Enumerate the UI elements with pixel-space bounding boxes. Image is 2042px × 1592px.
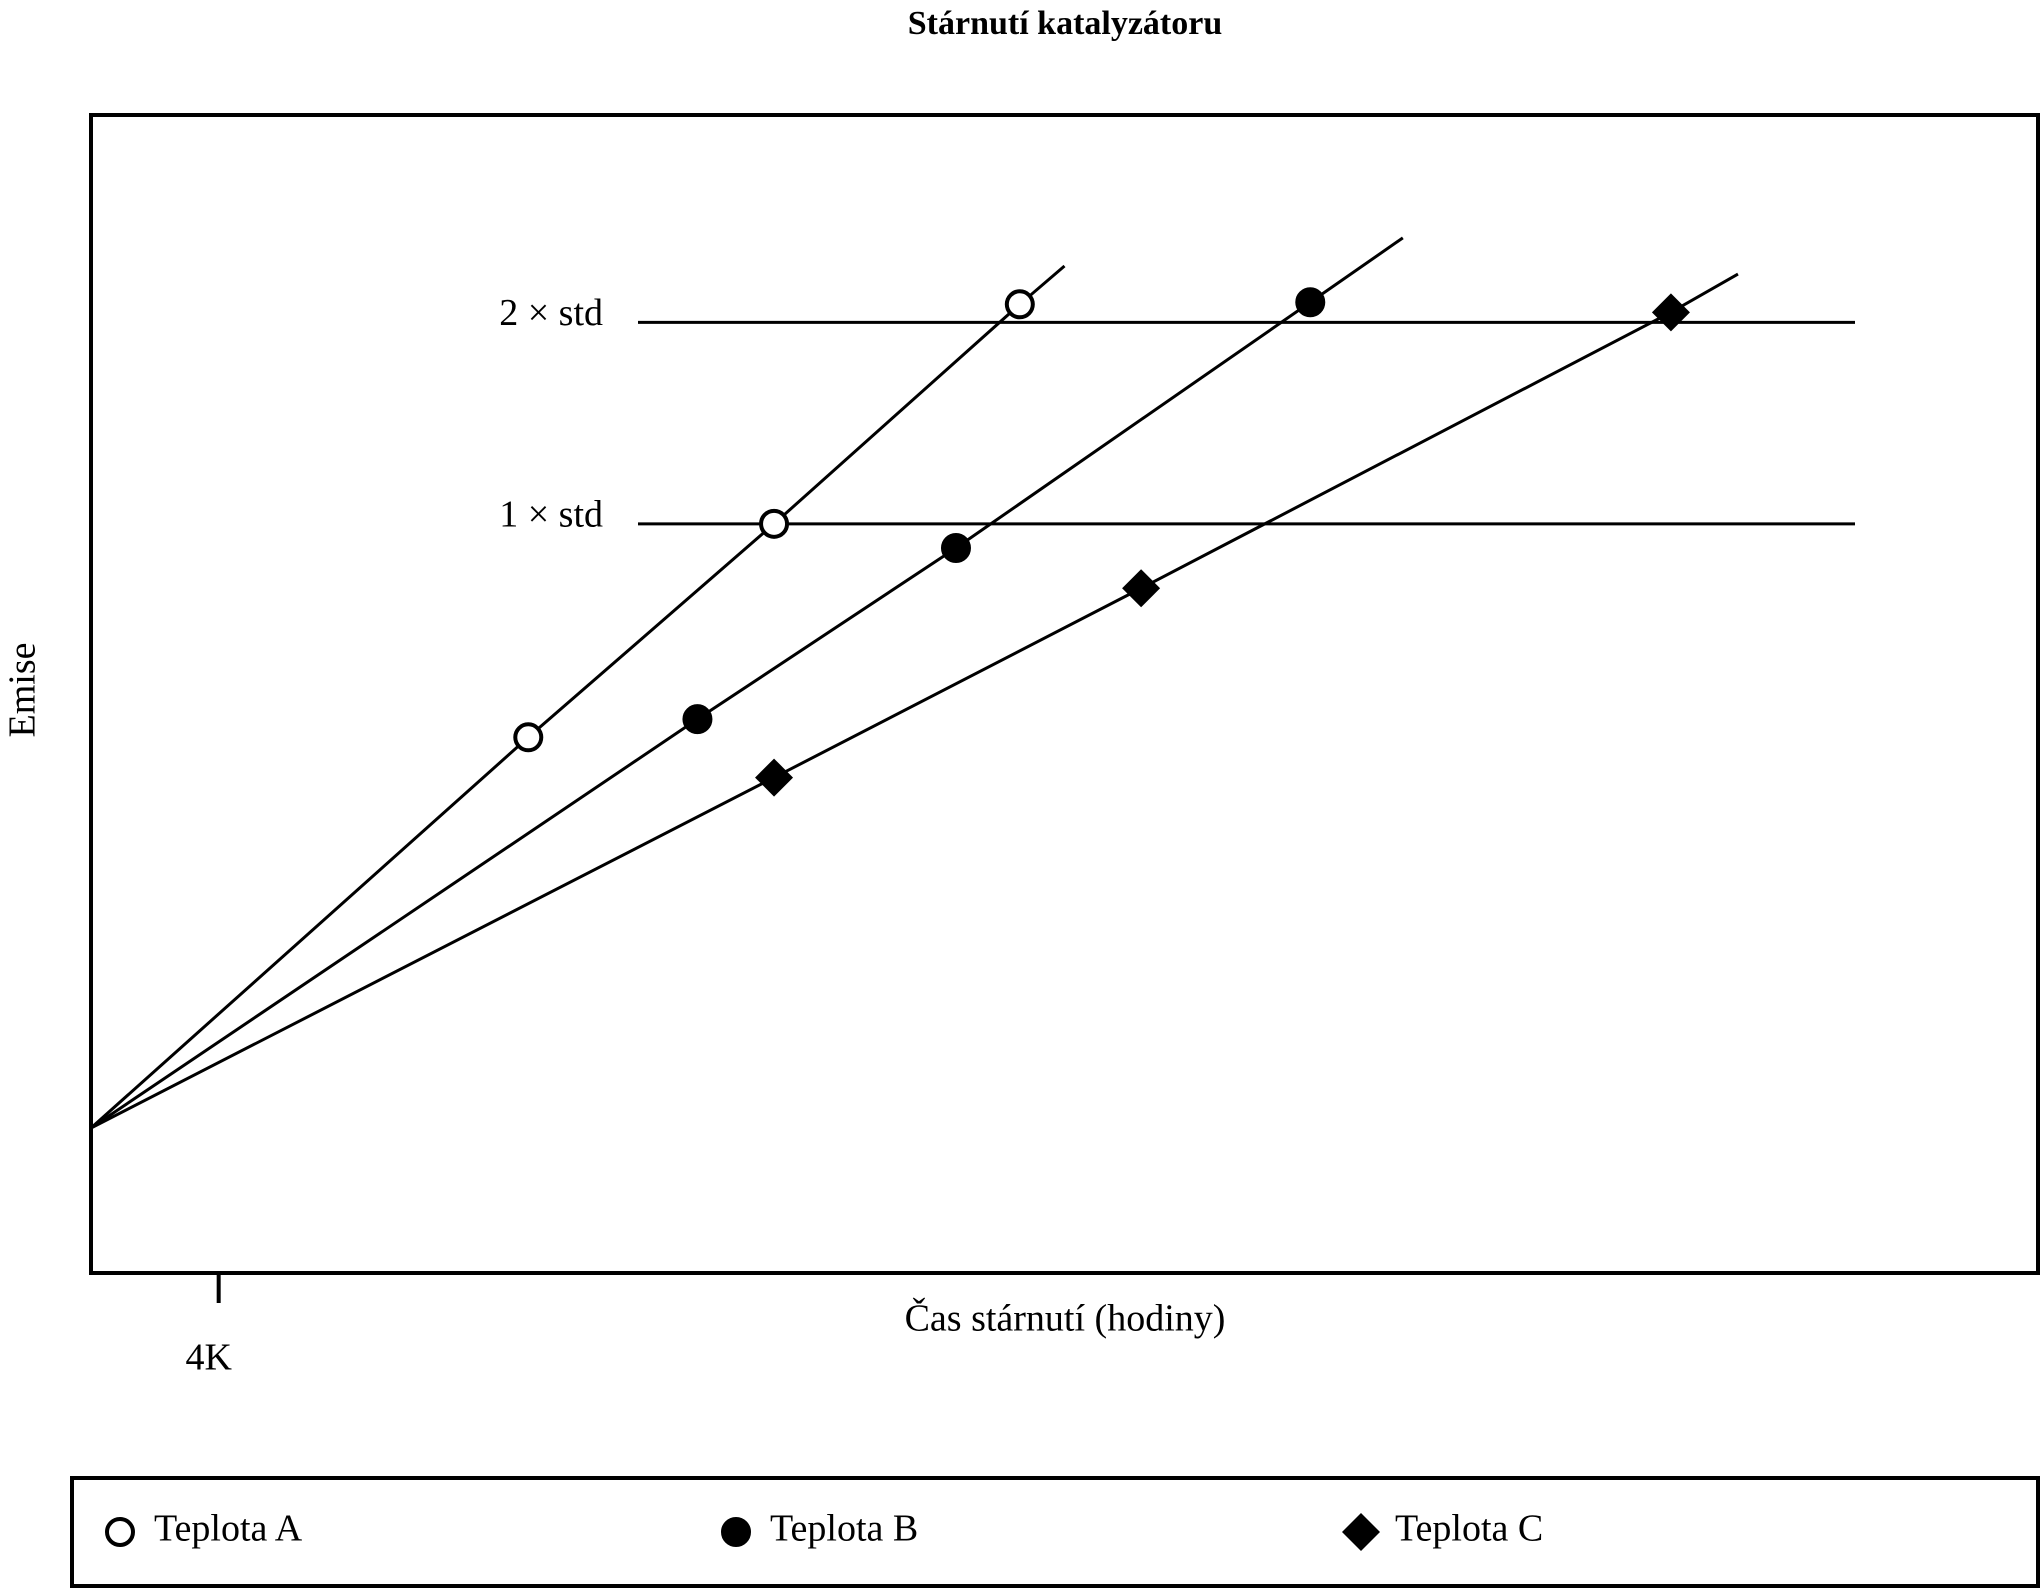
- data-point: [1122, 569, 1161, 608]
- series-line: [90, 264, 1066, 1130]
- data-point: [1651, 293, 1690, 332]
- data-point: [755, 758, 794, 797]
- plot-frame: [89, 113, 2040, 1275]
- series-line: [90, 236, 1404, 1130]
- data-point: [1004, 289, 1035, 320]
- data-point: [513, 722, 544, 753]
- legend-marker: [721, 1517, 751, 1547]
- data-point: [940, 532, 971, 563]
- y-tick-label: 2 × std: [499, 292, 603, 334]
- legend-label: Teplota A: [154, 1508, 303, 1550]
- x-axis-label: Čas stárnutí (hodiny): [905, 1298, 1226, 1340]
- x-tick-label: 4K: [185, 1337, 232, 1379]
- series-line: [90, 272, 1739, 1130]
- legend-marker: [1342, 1513, 1380, 1551]
- legend-frame: [70, 1476, 2040, 1588]
- legend-label: Teplota B: [770, 1508, 918, 1550]
- legend-marker: [105, 1517, 135, 1547]
- y-tick-label: 1 × std: [499, 494, 603, 536]
- data-point: [759, 508, 790, 539]
- chart-title: Stárnutí katalyzátoru: [908, 5, 1223, 42]
- data-point: [682, 704, 713, 735]
- data-point: [1295, 287, 1326, 318]
- legend-label: Teplota C: [1395, 1508, 1543, 1550]
- y-axis-label: Emise: [2, 643, 44, 738]
